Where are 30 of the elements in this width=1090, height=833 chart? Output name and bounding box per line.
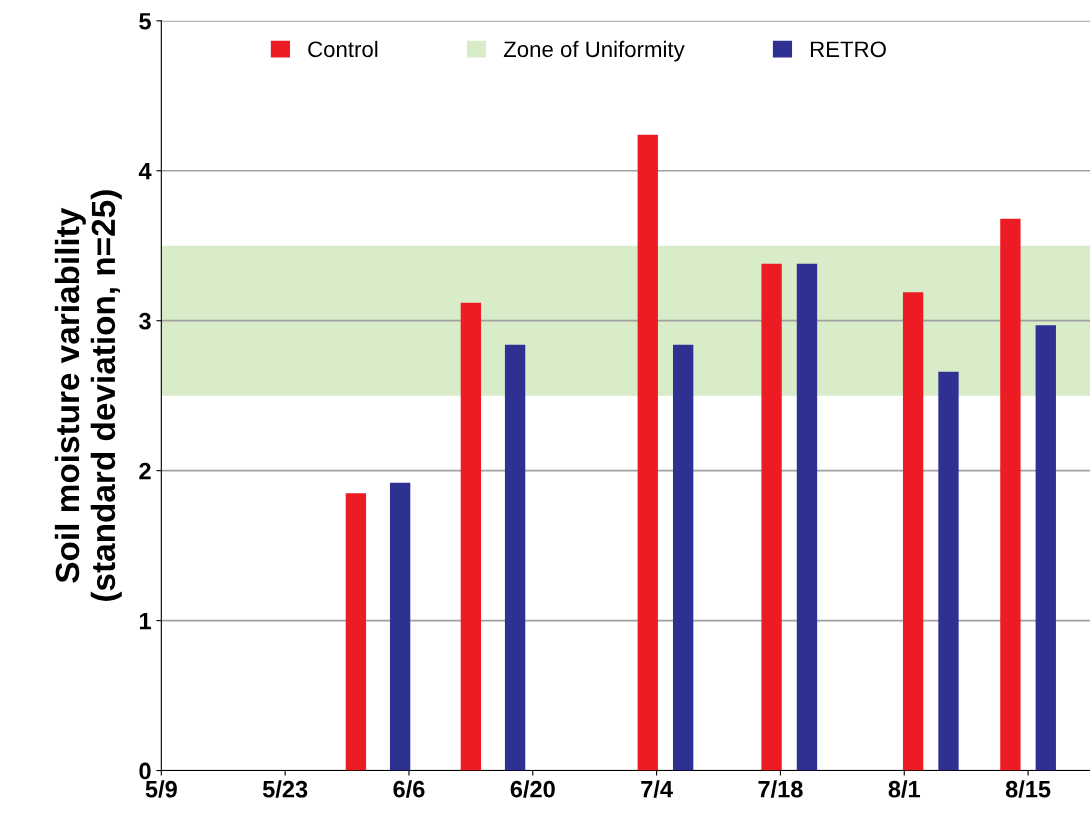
x-tick-label: 6/20: [510, 780, 555, 798]
y-tick-label: 5: [139, 13, 151, 30]
bar: [345, 493, 367, 771]
x-tick-label: 8/1: [888, 780, 921, 798]
y-tick-label: 4: [138, 163, 152, 180]
x-tick-label: 5/23: [262, 780, 308, 798]
y-tick-label: 2: [139, 462, 151, 480]
bar: [938, 371, 959, 771]
bar: [1035, 325, 1056, 771]
y-tick-label: 1: [139, 612, 151, 630]
x-tick-label: 7/18: [758, 780, 803, 798]
legend-label: Control: [308, 40, 378, 58]
legend-label: Zone of Uniformity: [503, 40, 685, 62]
bar: [796, 263, 818, 771]
y-tick-label: 0: [139, 762, 151, 780]
y-tick-label: 3: [139, 312, 151, 330]
y-axis-title: Soil moisture variability (standard deviation, n=25): [54, 190, 122, 601]
bar: [761, 263, 782, 771]
bar: [672, 344, 694, 771]
bar: [1000, 218, 1021, 771]
x-tick-label: 7/4: [641, 780, 673, 798]
bar: [504, 344, 526, 771]
bar: [637, 134, 658, 771]
bar: [902, 292, 924, 771]
bar: [460, 302, 482, 771]
x-tick-label: 8/15: [1005, 780, 1051, 798]
x-tick-label: 5/9: [145, 780, 177, 798]
bar: [389, 482, 411, 771]
x-tick-label: 6/6: [393, 780, 425, 798]
legend-label: RETRO: [810, 41, 886, 58]
